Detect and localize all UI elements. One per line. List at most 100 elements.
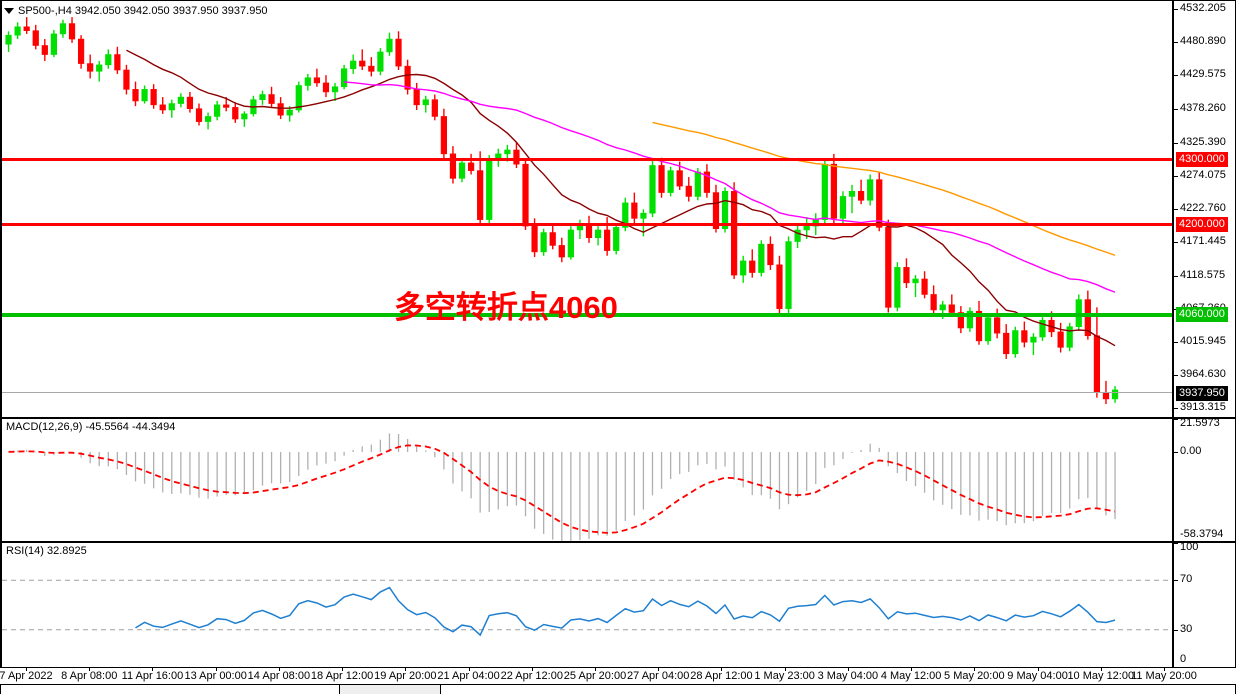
- time-axis[interactable]: 7 Apr 2022 8 Apr 08:00 11 Apr 16:00 13 Apr …: [0, 668, 1236, 684]
- time-axis-tick: [911, 668, 913, 671]
- price-axis-tick: [1174, 342, 1178, 344]
- price-axis-tick: [1174, 241, 1178, 243]
- price-axis-label: 4015.945: [1180, 335, 1226, 348]
- price-axis-label: 4118.575: [1180, 269, 1226, 282]
- time-axis-tick: [89, 668, 91, 671]
- macd-axis-label: 0.00: [1180, 444, 1202, 457]
- price-panel: 多空转折点4060 SP500-,H4 3942.050 3942.050 39…: [0, 0, 1236, 418]
- time-axis-label: 22 Apr 12:00: [500, 670, 563, 682]
- price-axis-label: 4171.445: [1180, 234, 1226, 247]
- rsi-axis-label: 70: [1180, 573, 1193, 586]
- time-axis-label: 13 Apr 00:00: [184, 670, 247, 682]
- support-4060-line[interactable]: [2, 312, 1172, 317]
- time-axis-tick: [721, 668, 723, 671]
- macd-title: MACD(12,26,9) -45.5564 -44.3494: [6, 421, 176, 433]
- horizontal-scrollbar[interactable]: [0, 684, 1236, 694]
- price-axis-label: 4325.390: [1180, 135, 1226, 148]
- time-axis-label: 7 Apr 2022: [0, 670, 53, 682]
- time-axis-tick: [342, 668, 344, 671]
- price-axis-tick: [1174, 142, 1178, 144]
- macd-axis-tick: [1174, 451, 1178, 453]
- rsi-plot-area[interactable]: [2, 543, 1172, 667]
- chart-annotation-text: 多空转折点4060: [393, 290, 618, 326]
- price-axis-tick: [1174, 108, 1178, 110]
- price-axis-tick: [1174, 42, 1178, 44]
- time-axis-tick: [468, 668, 470, 671]
- price-axis-label: 4222.760: [1180, 201, 1226, 214]
- time-axis-tick: [152, 668, 154, 671]
- rsi-svg: [2, 579, 1172, 637]
- macd-plot-area[interactable]: [2, 419, 1172, 541]
- time-axis-label: 19 Apr 20:00: [374, 670, 437, 682]
- scrollbar-right-track[interactable]: [440, 685, 1236, 694]
- scrollbar-thumb[interactable]: [340, 685, 440, 694]
- macd-axis[interactable]: 21.5973 0.00 -58.3794: [1172, 418, 1236, 542]
- time-axis-tick: [1100, 668, 1102, 671]
- time-axis-tick: [595, 668, 596, 671]
- macd-svg: [8, 433, 1116, 541]
- time-axis-tick: [278, 668, 280, 671]
- price-axis-label: 4274.075: [1180, 168, 1226, 181]
- triangle-down-icon[interactable]: [4, 8, 14, 14]
- macd-axis-label: -58.3794: [1180, 528, 1224, 540]
- price-axis-tick: [1174, 375, 1178, 377]
- price-axis-tick: [1174, 175, 1178, 177]
- price-axis-tick: [1174, 276, 1178, 278]
- time-axis-label: 10 May 12:00: [1067, 670, 1135, 682]
- price-axis-label: 4429.575: [1180, 68, 1226, 81]
- time-axis-label: 4 May 12:00: [880, 670, 942, 682]
- rsi-axis-label: 0: [1180, 653, 1187, 665]
- price-axis-tick: [1174, 208, 1178, 210]
- rsi-axis-label: 30: [1180, 622, 1193, 635]
- time-axis-label: 9 May 04:00: [1007, 670, 1068, 682]
- time-axis-label: 1 May 23:00: [754, 670, 815, 682]
- time-axis-tick: [847, 668, 849, 671]
- time-axis-tick: [215, 668, 217, 671]
- price-axis-label: 4480.890: [1180, 35, 1226, 48]
- resistance-4300-tag[interactable]: 4300.000: [1176, 152, 1228, 167]
- rsi-panel: RSI(14) 32.8925 100 70 30 0: [0, 542, 1236, 668]
- time-axis-tick: [974, 668, 976, 671]
- time-axis-tick: [1037, 668, 1039, 671]
- time-axis-tick: [1164, 668, 1165, 671]
- price-axis-tick: [1174, 9, 1178, 11]
- time-axis-label: 3 May 04:00: [817, 670, 879, 682]
- time-axis-tick: [531, 668, 533, 671]
- last-price-line[interactable]: [2, 391, 1172, 393]
- time-axis-label: 25 Apr 20:00: [563, 670, 627, 682]
- time-axis-label: 8 Apr 08:00: [61, 670, 118, 682]
- price-axis-label: 3913.315: [1180, 401, 1226, 414]
- time-axis-label: 14 Apr 08:00: [247, 670, 311, 682]
- scrollbar-left-track[interactable]: [0, 685, 340, 694]
- time-axis-tick: [405, 668, 407, 671]
- time-axis-label: 28 Apr 12:00: [690, 670, 753, 682]
- price-axis-label: 4378.260: [1180, 101, 1226, 114]
- resistance-4300-line[interactable]: [2, 158, 1172, 161]
- time-axis-tick: [784, 668, 786, 671]
- price-candles-svg: [5, 17, 1119, 405]
- time-axis-label: 11 May 20:00: [1131, 670, 1197, 682]
- rsi-axis-tick: [1174, 543, 1178, 544]
- price-axis-label: 4532.205: [1180, 2, 1226, 15]
- price-axis-tick: [1174, 408, 1178, 410]
- time-axis-label: 18 Apr 12:00: [310, 670, 374, 682]
- price-axis-tick: [1174, 75, 1178, 77]
- rsi-axis-tick: [1174, 580, 1178, 582]
- rsi-axis[interactable]: 100 70 30 0: [1172, 542, 1236, 668]
- support-4060-tag[interactable]: 4060.000: [1176, 306, 1228, 322]
- resistance-4200-line[interactable]: [2, 222, 1172, 226]
- time-axis-label: 27 Apr 04:00: [627, 670, 690, 682]
- macd-axis-tick: [1174, 419, 1178, 420]
- macd-panel: MACD(12,26,9) -45.5564 -44.3494 21.5973 0…: [0, 418, 1236, 542]
- price-axis[interactable]: 4532.205 4480.890 4429.575 4378.260 4325.390…: [1172, 0, 1236, 418]
- rsi-axis-label: 100: [1180, 541, 1199, 553]
- rsi-title: RSI(14) 32.8925: [6, 545, 87, 557]
- time-axis-tick: [658, 668, 660, 671]
- price-plot-area[interactable]: 多空转折点4060: [2, 1, 1172, 417]
- time-axis-label: 5 May 20:00: [944, 670, 1005, 682]
- macd-axis-label: 21.5973: [1180, 417, 1220, 429]
- time-axis-label: 21 Apr 04:00: [437, 670, 500, 682]
- resistance-4200-tag[interactable]: 4200.000: [1176, 216, 1228, 232]
- last-price-tag[interactable]: 3937.950: [1176, 385, 1228, 401]
